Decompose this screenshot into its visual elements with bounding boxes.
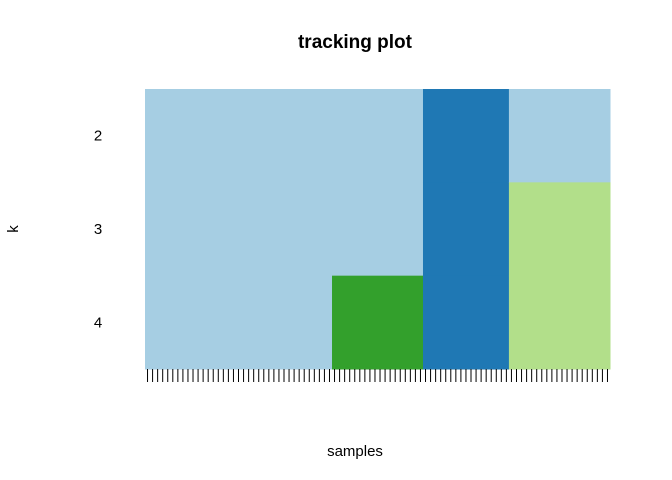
heatmap-cell-k3-seg0: [145, 182, 333, 277]
heatmap-cell-k4-seg0: [145, 275, 333, 370]
row-label-k2: 2: [94, 128, 102, 145]
x-axis-label: samples: [327, 443, 383, 460]
heatmap-cell-k3-seg2: [422, 182, 510, 277]
heatmap-cell-k2-seg2: [422, 89, 510, 183]
row-label-k3: 3: [94, 221, 102, 238]
heatmap-cell-k2-seg1: [332, 89, 424, 183]
heatmap-cell-k3-seg1: [332, 182, 424, 277]
heatmap-cell-k4-seg1: [332, 275, 424, 370]
heatmap-cell-k4-seg3: [508, 275, 611, 370]
heatmap-cell-k2-seg3: [508, 89, 611, 183]
sample-ticks: [147, 369, 608, 382]
heatmap-cell-k2-seg0: [145, 89, 333, 183]
row-labels: 2 3 4: [94, 128, 102, 332]
heatmap-cells: [145, 89, 611, 370]
chart-title: tracking plot: [298, 32, 413, 53]
row-label-k4: 4: [94, 314, 102, 331]
heatmap-cell-k4-seg2: [422, 275, 510, 370]
y-axis-label: k: [5, 225, 22, 233]
heatmap-cell-k3-seg3: [508, 182, 611, 277]
